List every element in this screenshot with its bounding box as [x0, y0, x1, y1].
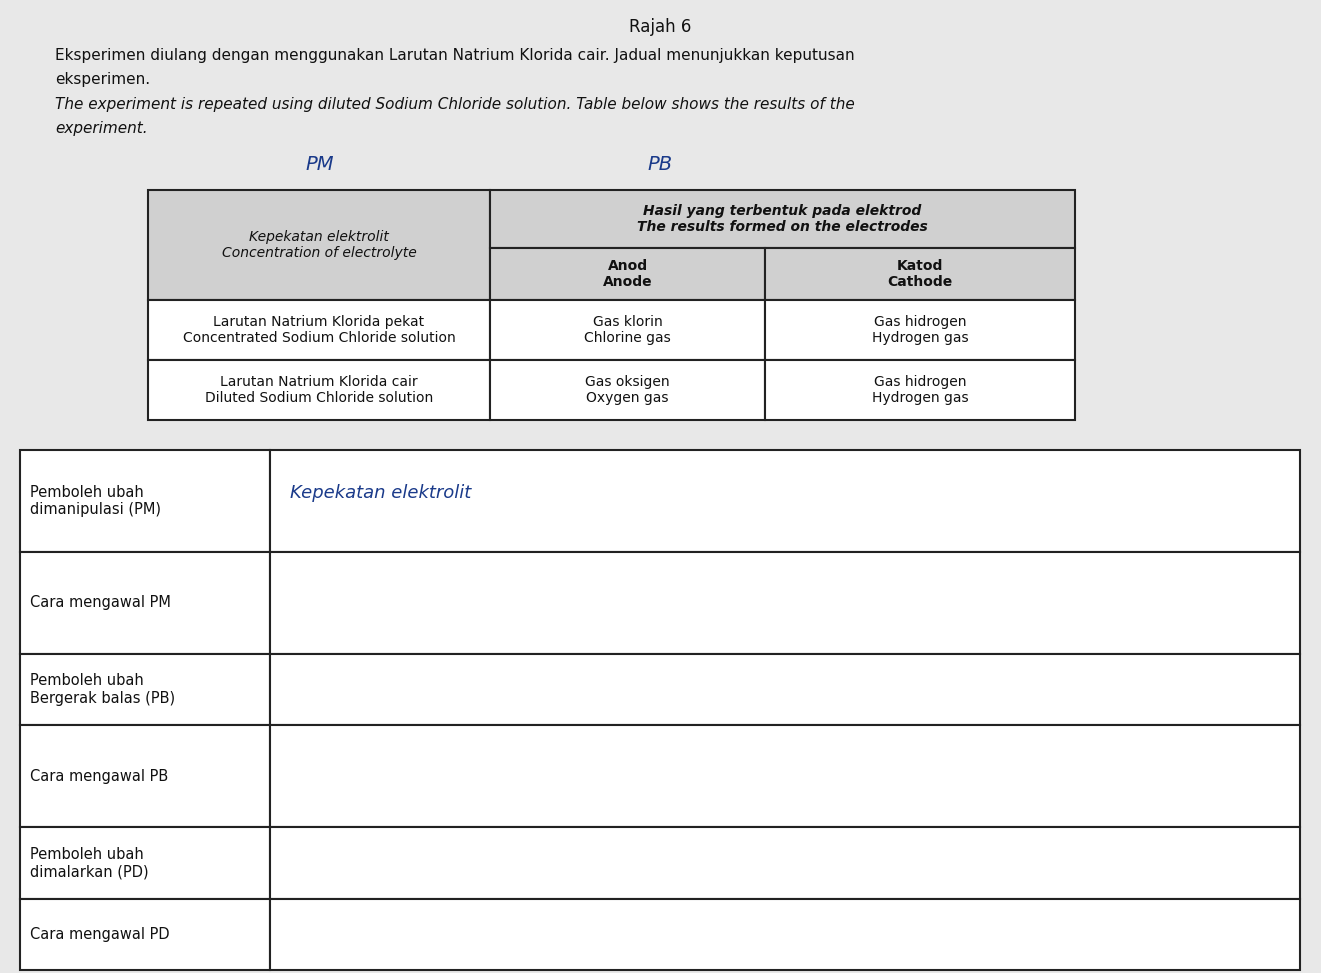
Bar [490, 360, 765, 420]
Bar [490, 248, 765, 300]
Bar [490, 190, 1075, 248]
Text: Cara mengawal PM: Cara mengawal PM [30, 595, 170, 610]
Bar [765, 300, 1075, 360]
Bar [148, 190, 490, 300]
Text: Hasil yang terbentuk pada elektrod
The results formed on the electrodes: Hasil yang terbentuk pada elektrod The r… [637, 204, 927, 234]
Text: Larutan Natrium Klorida cair
Diluted Sodium Chloride solution: Larutan Natrium Klorida cair Diluted Sod… [205, 375, 433, 405]
Bar [20, 654, 269, 725]
Bar [20, 899, 269, 970]
Bar [269, 827, 1300, 899]
Bar [765, 360, 1075, 420]
Bar [20, 725, 269, 827]
Bar [269, 725, 1300, 827]
Bar [148, 300, 490, 360]
Bar [269, 552, 1300, 654]
Text: Katod
Cathode: Katod Cathode [888, 259, 952, 289]
Text: Pemboleh ubah
dimalarkan (PD): Pemboleh ubah dimalarkan (PD) [30, 847, 149, 880]
Bar [20, 450, 269, 552]
Text: PM: PM [305, 155, 334, 174]
Text: experiment.: experiment. [55, 121, 148, 136]
Bar [20, 552, 269, 654]
Bar [20, 827, 269, 899]
Text: Rajah 6: Rajah 6 [629, 18, 691, 36]
Text: eksperimen.: eksperimen. [55, 72, 151, 87]
Text: Larutan Natrium Klorida pekat
Concentrated Sodium Chloride solution: Larutan Natrium Klorida pekat Concentrat… [182, 315, 456, 345]
Bar [269, 450, 1300, 552]
Bar [269, 654, 1300, 725]
Text: Eksperimen diulang dengan menggunakan Larutan Natrium Klorida cair. Jadual menun: Eksperimen diulang dengan menggunakan La… [55, 48, 855, 63]
Text: Anod
Anode: Anod Anode [602, 259, 653, 289]
Bar [269, 899, 1300, 970]
Text: Kepekatan elektrolit: Kepekatan elektrolit [291, 484, 472, 502]
Text: PB: PB [647, 155, 672, 174]
Text: The experiment is repeated using diluted Sodium Chloride solution. Table below s: The experiment is repeated using diluted… [55, 97, 855, 112]
Text: Cara mengawal PB: Cara mengawal PB [30, 769, 168, 784]
Text: Kepekatan elektrolit
Concentration of electrolyte: Kepekatan elektrolit Concentration of el… [222, 230, 416, 260]
Bar [765, 248, 1075, 300]
Text: Cara mengawal PD: Cara mengawal PD [30, 927, 169, 942]
Text: Pemboleh ubah
Bergerak balas (PB): Pemboleh ubah Bergerak balas (PB) [30, 673, 176, 705]
Text: Gas hidrogen
Hydrogen gas: Gas hidrogen Hydrogen gas [872, 315, 968, 345]
Text: Pemboleh ubah
dimanipulasi (PM): Pemboleh ubah dimanipulasi (PM) [30, 485, 161, 518]
Text: Gas klorin
Chlorine gas: Gas klorin Chlorine gas [584, 315, 671, 345]
Bar [490, 300, 765, 360]
Bar [148, 360, 490, 420]
Text: Gas oksigen
Oxygen gas: Gas oksigen Oxygen gas [585, 375, 670, 405]
Text: Gas hidrogen
Hydrogen gas: Gas hidrogen Hydrogen gas [872, 375, 968, 405]
